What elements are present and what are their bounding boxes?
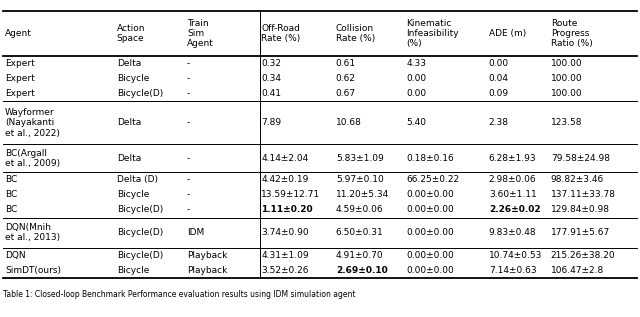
Text: 0.09: 0.09 (489, 89, 509, 98)
Text: Wayformer
(Nayakanti
et al., 2022): Wayformer (Nayakanti et al., 2022) (5, 108, 60, 138)
Text: 66.25±0.22: 66.25±0.22 (406, 175, 460, 184)
Text: Collision
Rate (%): Collision Rate (%) (336, 24, 375, 43)
Text: 3.74±0.90: 3.74±0.90 (261, 228, 309, 237)
Text: 1.11±0.20: 1.11±0.20 (261, 205, 313, 215)
Text: Bicycle(D): Bicycle(D) (116, 205, 163, 215)
Text: 100.00: 100.00 (551, 59, 582, 68)
Text: Expert: Expert (5, 59, 35, 68)
Text: Bicycle(D): Bicycle(D) (116, 251, 163, 260)
Text: 4.31±1.09: 4.31±1.09 (261, 251, 309, 260)
Text: Delta: Delta (116, 118, 141, 127)
Text: 11.20±5.34: 11.20±5.34 (336, 191, 389, 199)
Text: 0.67: 0.67 (336, 89, 356, 98)
Text: 79.58±24.98: 79.58±24.98 (551, 154, 610, 163)
Text: Expert: Expert (5, 89, 35, 98)
Text: BC(Argall
et al., 2009): BC(Argall et al., 2009) (5, 149, 60, 168)
Text: 5.83±1.09: 5.83±1.09 (336, 154, 383, 163)
Text: -: - (187, 191, 190, 199)
Text: Agent: Agent (5, 29, 32, 38)
Text: Route
Progress
Ratio (%): Route Progress Ratio (%) (551, 19, 593, 49)
Text: 6.28±1.93: 6.28±1.93 (489, 154, 536, 163)
Text: 7.14±0.63: 7.14±0.63 (489, 266, 536, 275)
Text: 100.00: 100.00 (551, 89, 582, 98)
Text: Train
Sim
Agent: Train Sim Agent (187, 19, 214, 49)
Text: Bicycle: Bicycle (116, 266, 149, 275)
Text: 4.42±0.19: 4.42±0.19 (261, 175, 309, 184)
Text: -: - (187, 175, 190, 184)
Text: 0.00±0.00: 0.00±0.00 (406, 228, 454, 237)
Text: 4.33: 4.33 (406, 59, 426, 68)
Text: -: - (187, 154, 190, 163)
Text: Table 1: Closed-loop Benchmark Performance evaluation results using IDM simulati: Table 1: Closed-loop Benchmark Performan… (3, 290, 356, 299)
Text: IDM: IDM (187, 228, 204, 237)
Text: 0.00: 0.00 (406, 74, 426, 83)
Text: 3.60±1.11: 3.60±1.11 (489, 191, 536, 199)
Text: 0.61: 0.61 (336, 59, 356, 68)
Text: Playback: Playback (187, 266, 227, 275)
Text: 129.84±0.98: 129.84±0.98 (551, 205, 610, 215)
Text: 4.91±0.70: 4.91±0.70 (336, 251, 383, 260)
Text: SimDT(ours): SimDT(ours) (5, 266, 61, 275)
Text: 98.82±3.46: 98.82±3.46 (551, 175, 604, 184)
Text: 0.34: 0.34 (261, 74, 282, 83)
Text: Bicycle(D): Bicycle(D) (116, 228, 163, 237)
Text: Bicycle: Bicycle (116, 191, 149, 199)
Text: 0.00±0.00: 0.00±0.00 (406, 251, 454, 260)
Text: -: - (187, 74, 190, 83)
Text: Kinematic
Infeasibility
(%): Kinematic Infeasibility (%) (406, 19, 459, 49)
Text: Bicycle(D): Bicycle(D) (116, 89, 163, 98)
Text: Delta (D): Delta (D) (116, 175, 157, 184)
Text: 177.91±5.67: 177.91±5.67 (551, 228, 610, 237)
Text: 2.69±0.10: 2.69±0.10 (336, 266, 388, 275)
Text: 0.00: 0.00 (489, 59, 509, 68)
Text: 2.38: 2.38 (489, 118, 509, 127)
Text: Expert: Expert (5, 74, 35, 83)
Text: 123.58: 123.58 (551, 118, 582, 127)
Text: BC: BC (5, 191, 17, 199)
Text: 4.14±2.04: 4.14±2.04 (261, 154, 308, 163)
Text: 6.50±0.31: 6.50±0.31 (336, 228, 383, 237)
Text: 3.52±0.26: 3.52±0.26 (261, 266, 309, 275)
Text: 2.98±0.06: 2.98±0.06 (489, 175, 536, 184)
Text: 10.74±0.53: 10.74±0.53 (489, 251, 542, 260)
Text: 5.97±0.10: 5.97±0.10 (336, 175, 383, 184)
Text: 9.83±0.48: 9.83±0.48 (489, 228, 536, 237)
Text: 5.40: 5.40 (406, 118, 426, 127)
Text: 10.68: 10.68 (336, 118, 362, 127)
Text: 215.26±38.20: 215.26±38.20 (551, 251, 616, 260)
Text: 137.11±33.78: 137.11±33.78 (551, 191, 616, 199)
Text: 4.59±0.06: 4.59±0.06 (336, 205, 383, 215)
Text: 0.62: 0.62 (336, 74, 356, 83)
Text: Off-Road
Rate (%): Off-Road Rate (%) (261, 24, 301, 43)
Text: Delta: Delta (116, 59, 141, 68)
Text: 0.04: 0.04 (489, 74, 509, 83)
Text: Delta: Delta (116, 154, 141, 163)
Text: 0.41: 0.41 (261, 89, 282, 98)
Text: Playback: Playback (187, 251, 227, 260)
Text: 13.59±12.71: 13.59±12.71 (261, 191, 321, 199)
Text: -: - (187, 205, 190, 215)
Text: Action
Space: Action Space (116, 24, 145, 43)
Text: -: - (187, 59, 190, 68)
Text: 0.00±0.00: 0.00±0.00 (406, 205, 454, 215)
Text: BC: BC (5, 175, 17, 184)
Text: BC: BC (5, 205, 17, 215)
Text: DQN(Mnih
et al., 2013): DQN(Mnih et al., 2013) (5, 223, 60, 242)
Text: DQN: DQN (5, 251, 26, 260)
Text: 0.32: 0.32 (261, 59, 282, 68)
Text: 0.00: 0.00 (406, 89, 426, 98)
Text: 7.89: 7.89 (261, 118, 282, 127)
Text: 0.00±0.00: 0.00±0.00 (406, 191, 454, 199)
Text: Bicycle: Bicycle (116, 74, 149, 83)
Text: 2.26±0.02: 2.26±0.02 (489, 205, 540, 215)
Text: 0.00±0.00: 0.00±0.00 (406, 266, 454, 275)
Text: -: - (187, 118, 190, 127)
Text: 100.00: 100.00 (551, 74, 582, 83)
Text: -: - (187, 89, 190, 98)
Text: 0.18±0.16: 0.18±0.16 (406, 154, 454, 163)
Text: ADE (m): ADE (m) (489, 29, 526, 38)
Text: 106.47±2.8: 106.47±2.8 (551, 266, 604, 275)
